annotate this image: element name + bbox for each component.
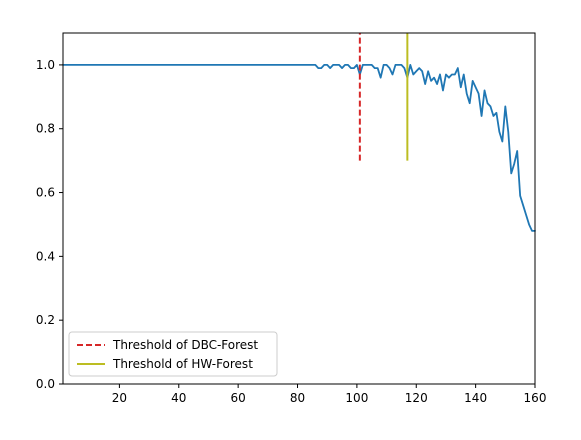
y-tick-label: 0.4	[36, 249, 55, 263]
x-tick-label: 160	[524, 391, 547, 405]
y-tick-label: 0.0	[36, 377, 55, 391]
legend-label-hw: Threshold of HW-Forest	[112, 357, 253, 371]
x-tick-label: 120	[405, 391, 428, 405]
y-tick-label: 0.6	[36, 186, 55, 200]
legend-box	[68, 331, 278, 377]
x-tick-label: 80	[290, 391, 305, 405]
x-tick-label: 20	[112, 391, 127, 405]
x-tick-label: 40	[171, 391, 186, 405]
x-tick-label: 100	[345, 391, 368, 405]
x-tick-label: 140	[464, 391, 487, 405]
legend-label-dbc: Threshold of DBC-Forest	[112, 338, 258, 352]
data-series-line	[62, 64, 536, 232]
x-tick-label: 60	[231, 391, 246, 405]
y-tick-label: 1.0	[36, 58, 55, 72]
y-tick-label: 0.8	[36, 122, 55, 136]
plot-frame	[62, 32, 536, 385]
y-tick-label: 0.2	[36, 313, 55, 327]
